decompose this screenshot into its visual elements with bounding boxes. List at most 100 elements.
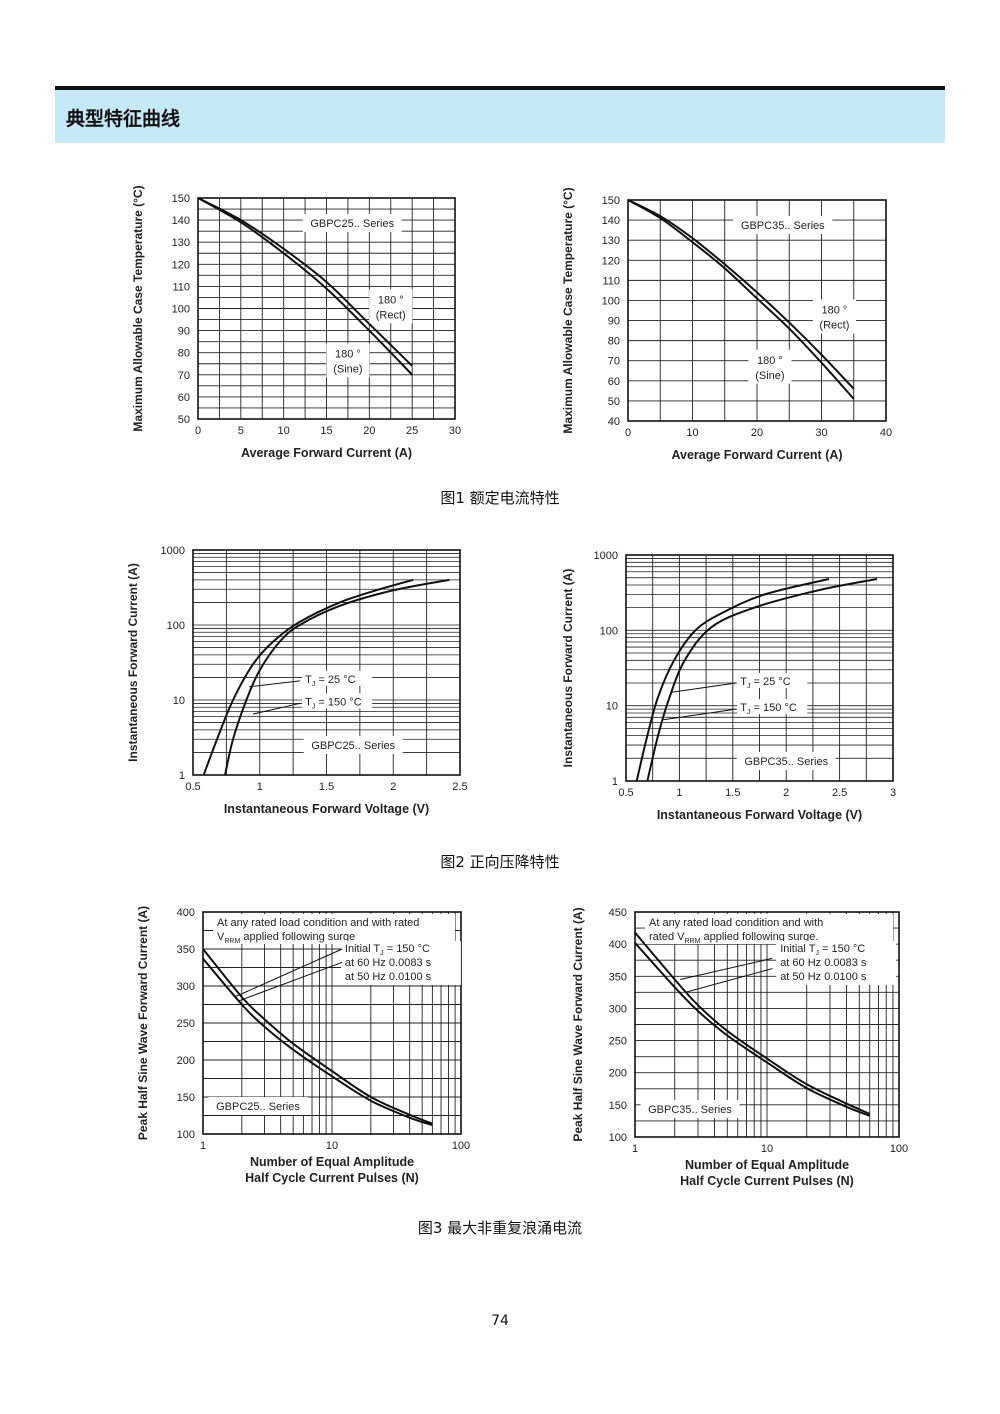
y-tick-label: 250 <box>177 1018 195 1030</box>
series-label-line: GBPC25.. Series <box>311 740 395 752</box>
y-tick-label: 100 <box>167 620 185 632</box>
series-line-0 <box>202 948 433 1125</box>
x-tick-label: 0.5 <box>185 781 200 793</box>
plot-frame <box>192 549 461 776</box>
plot-frame <box>197 197 456 420</box>
x-tick-label: 1 <box>676 787 682 799</box>
y-tick-label: 100 <box>602 295 620 307</box>
x-tick-label: 30 <box>449 425 461 437</box>
label-leader <box>252 702 300 715</box>
note-bg <box>213 914 455 944</box>
y-tick-label: 300 <box>177 981 195 993</box>
x-tick-label: 100 <box>890 1143 908 1155</box>
series-line-1 <box>197 197 413 376</box>
x-tick-label: 2 <box>783 787 789 799</box>
x-tick-label: 20 <box>363 425 375 437</box>
x-axis-label: Instantaneous Forward Voltage (V) <box>657 808 862 822</box>
tj-label-bg <box>302 670 373 686</box>
page-number: 74 <box>491 1313 509 1329</box>
plot-frame <box>202 911 462 1135</box>
x-axis-label: Number of Equal Amplitude <box>250 1155 414 1169</box>
caption-fig3: 图3 最大非重复浪涌电流 <box>417 1219 583 1237</box>
tj-label: TJ = 150 °C <box>305 696 362 710</box>
label-leader <box>663 708 737 721</box>
tj-label-bg <box>737 672 808 688</box>
x-tick-label: 10 <box>326 1140 338 1152</box>
condition-leader <box>238 961 343 1002</box>
x-tick-label: 5 <box>238 425 244 437</box>
condition-line: at 50 Hz 0.0100 s <box>345 971 432 983</box>
series-label-line: GBPC35.. Series <box>741 220 825 232</box>
y-tick-label: 110 <box>172 281 190 293</box>
series-label-line: GBPC35.. Series <box>648 1104 732 1116</box>
curve-annotation-line: 180 ° <box>821 305 847 317</box>
note-line: VRRM applied following surge <box>217 931 355 945</box>
x-axis-label: Half Cycle Current Pulses (N) <box>245 1171 419 1185</box>
series-label-bg <box>208 1097 308 1115</box>
series-line-0 <box>202 578 414 776</box>
y-tick-label: 350 <box>609 971 627 983</box>
note-line: At any rated load condition and with rat… <box>217 917 419 929</box>
x-tick-label: 2.5 <box>452 781 467 793</box>
y-tick-label: 70 <box>608 356 620 368</box>
series-label-bg <box>302 214 402 232</box>
x-tick-label: 1 <box>632 1143 638 1155</box>
y-tick-label: 1 <box>612 776 618 788</box>
x-tick-label: 30 <box>815 427 827 439</box>
series-label-line: GBPC25.. Series <box>310 218 394 230</box>
tj-label-bg <box>302 693 373 709</box>
y-tick-label: 110 <box>602 275 620 287</box>
y-tick-label: 80 <box>178 348 190 360</box>
series-line-1 <box>634 942 871 1117</box>
condition-line: at 50 Hz 0.0100 s <box>780 971 867 983</box>
series-line-1 <box>224 578 450 776</box>
series-line-1 <box>646 578 878 782</box>
y-tick-label: 150 <box>602 195 620 207</box>
y-tick-label: 300 <box>609 1003 627 1015</box>
note-bg <box>645 914 893 944</box>
y-tick-label: 50 <box>178 414 190 426</box>
series-line-0 <box>635 578 830 782</box>
curve-annotation-bg <box>812 299 856 334</box>
chart-fig3-gbpc35: 1 10 100 100 150 200 250 300 350 400 450 Number of … <box>571 907 908 1188</box>
condition-leader <box>680 957 773 980</box>
series-line-0 <box>627 199 855 390</box>
series-line-1 <box>202 957 433 1127</box>
x-axis-label: Average Forward Current (A) <box>671 448 842 462</box>
y-tick-label: 50 <box>608 396 620 408</box>
y-tick-label: 100 <box>177 1129 195 1141</box>
y-tick-label: 140 <box>172 215 190 227</box>
series-label-line: GBPC25.. Series <box>216 1101 300 1113</box>
curve-annotation-line: (Sine) <box>333 363 362 375</box>
tj-label: TJ = 25 °C <box>740 676 790 690</box>
x-tick-label: 0.5 <box>618 787 633 799</box>
y-tick-label: 1000 <box>594 550 618 562</box>
curve-annotation-bg <box>369 289 413 324</box>
chart-fig1-gbpc35: 0 10 20 30 40 40 50 60 70 80 90 100 110 120 130 140 150 A… <box>561 187 892 462</box>
curve-annotation-line: (Rect) <box>819 320 849 332</box>
x-axis-label: Half Cycle Current Pulses (N) <box>680 1174 854 1188</box>
y-tick-label: 80 <box>608 336 620 348</box>
y-tick-label: 60 <box>178 392 190 404</box>
condition-line: Initial TJ = 150 °C <box>780 943 865 957</box>
condition-line: Initial TJ = 150 °C <box>345 943 430 957</box>
x-tick-label: 2 <box>390 781 396 793</box>
x-tick-label: 3 <box>890 787 896 799</box>
series-line-0 <box>197 197 413 367</box>
x-tick-label: 10 <box>761 1143 773 1155</box>
tj-label: TJ = 150 °C <box>740 702 797 716</box>
x-tick-label: 1 <box>200 1140 206 1152</box>
y-axis-label: Peak Half Sine Wave Forward Current (A) <box>136 906 150 1140</box>
conditions-bg <box>340 941 461 985</box>
x-tick-label: 2.5 <box>832 787 847 799</box>
series-label-bg <box>733 216 833 234</box>
y-axis-label: Maximum Allowable Case Temperature (°C) <box>131 185 145 431</box>
x-tick-label: 1 <box>257 781 263 793</box>
y-tick-label: 90 <box>178 326 190 338</box>
section-header-bar <box>55 90 945 143</box>
y-tick-label: 1 <box>179 770 185 782</box>
curve-annotation-line: (Sine) <box>755 370 784 382</box>
y-tick-label: 140 <box>602 215 620 227</box>
y-axis-label: Maximum Allowable Case Temperature (°C) <box>561 187 575 433</box>
